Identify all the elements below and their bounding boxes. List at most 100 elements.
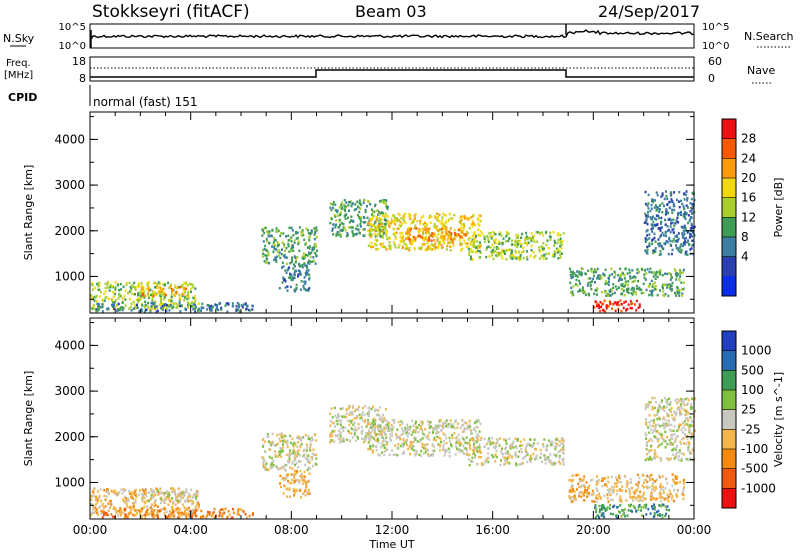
power-cell	[641, 292, 643, 295]
velocity-cell	[376, 449, 378, 452]
velocity-cell	[669, 489, 671, 492]
velocity-cell	[136, 512, 138, 515]
velocity-cell	[369, 422, 371, 425]
velocity-cell	[287, 480, 289, 483]
velocity-cell	[601, 478, 603, 481]
velocity-cell	[522, 462, 524, 465]
velocity-cell	[291, 438, 293, 441]
power-cell	[279, 251, 281, 254]
power-cell	[402, 235, 404, 238]
power-cell	[332, 223, 334, 226]
velocity-cell	[662, 438, 664, 441]
velocity-cell	[659, 444, 661, 447]
power-cell	[657, 276, 659, 279]
velocity-cell	[391, 431, 393, 434]
power-cell	[547, 239, 549, 242]
velocity-cell	[654, 454, 656, 457]
velocity-cell	[185, 488, 187, 491]
power-cell	[691, 198, 693, 201]
power-cell	[542, 257, 544, 260]
velocity-cell	[447, 426, 449, 429]
power-cell	[679, 289, 681, 292]
power-cell	[419, 230, 421, 233]
velocity-cell	[591, 500, 593, 503]
power-cell	[663, 234, 665, 237]
power-cell	[542, 242, 544, 245]
velocity-cell	[388, 422, 390, 425]
velocity-cell	[602, 485, 604, 488]
velocity-cell	[289, 466, 291, 469]
power-cell	[306, 270, 308, 273]
velocity-cell	[407, 435, 409, 438]
power-cell	[541, 255, 543, 258]
power-cell	[539, 232, 541, 235]
power-cell	[150, 302, 152, 305]
power-cell	[275, 260, 277, 263]
power-cell	[413, 240, 415, 243]
power-cell	[206, 308, 208, 311]
power-cell	[548, 247, 550, 250]
power-cell	[95, 296, 97, 299]
velocity-cell	[436, 436, 438, 439]
velocity-cell	[637, 508, 639, 511]
velocity-cell	[682, 491, 684, 494]
velocity-cell	[473, 443, 475, 446]
power-cell	[294, 256, 296, 259]
velocity-cell	[374, 423, 376, 426]
velocity-cell	[133, 505, 135, 508]
power-cell	[390, 218, 392, 221]
velocity-cell	[654, 427, 656, 430]
velocity-cell	[105, 512, 107, 514]
velocity-cell	[651, 439, 653, 442]
power-cell	[333, 201, 335, 204]
velocity-cell	[237, 510, 239, 513]
velocity-cell	[432, 428, 434, 431]
power-cell	[511, 258, 513, 261]
velocity-cell	[164, 512, 166, 515]
power-cell	[441, 216, 443, 219]
power-cell	[671, 253, 673, 256]
power-cell	[376, 239, 378, 242]
power-cell	[636, 285, 638, 288]
velocity-cell	[196, 503, 198, 506]
velocity-cell	[181, 497, 183, 500]
velocity-cell	[672, 418, 674, 421]
velocity-cell	[183, 506, 185, 509]
velocity-cell	[607, 481, 609, 484]
power-cell	[281, 266, 283, 269]
power-cell	[685, 237, 687, 240]
velocity-cell	[604, 484, 606, 487]
velocity-cell	[423, 452, 425, 455]
power-cell	[440, 244, 442, 247]
velocity-cell	[614, 482, 616, 485]
velocity-cell	[484, 438, 486, 441]
velocity-cell	[539, 457, 541, 460]
power-cell	[631, 307, 633, 310]
power-cell	[220, 307, 222, 310]
power-cell	[422, 233, 424, 236]
power-cell	[246, 308, 248, 311]
power-cell	[557, 242, 559, 245]
velocity-cell	[150, 497, 152, 500]
velocity-cell	[417, 440, 419, 443]
power-cell	[275, 239, 277, 242]
velocity-cell	[154, 495, 156, 498]
velocity-cell	[606, 485, 608, 488]
power-cell	[677, 247, 679, 250]
velocity-cell	[296, 454, 298, 457]
power-cell	[348, 226, 350, 229]
velocity-cell	[620, 481, 622, 484]
velocity-cell	[406, 424, 408, 427]
power-cell	[434, 243, 436, 246]
velocity-cell	[245, 513, 247, 516]
velocity-cell	[341, 415, 343, 418]
velocity-cell	[166, 491, 168, 494]
velocity-cell	[420, 421, 422, 424]
velocity-cell	[668, 509, 670, 512]
velocity-cell	[304, 464, 306, 467]
velocity-cell	[545, 449, 547, 452]
velocity-cell	[152, 511, 154, 514]
velocity-cell	[358, 406, 360, 409]
velocity-cell	[301, 443, 303, 446]
velocity-cell	[152, 489, 154, 492]
